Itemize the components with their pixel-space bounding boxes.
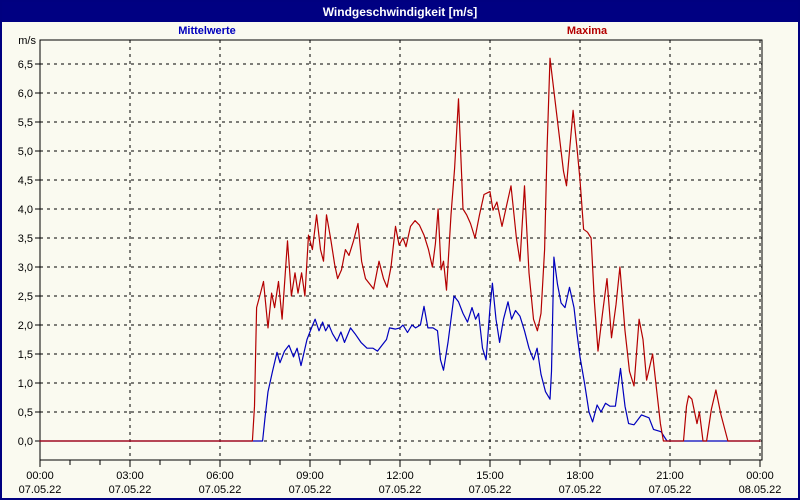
svg-text:07.05.22: 07.05.22 [559, 484, 602, 496]
svg-text:1,5: 1,5 [18, 349, 33, 361]
x-axis-labels: 00:00 07.05.22 03:00 07.05.22 06:00 07.05.22 0… [19, 470, 782, 496]
svg-text:09:00: 09:00 [296, 470, 324, 482]
svg-text:15:00: 15:00 [476, 470, 504, 482]
series-line-maxima [39, 57, 761, 442]
window-title: Windgeschwindigkeit [m/s] [322, 5, 478, 19]
svg-text:07.05.22: 07.05.22 [469, 484, 512, 496]
svg-text:07.05.22: 07.05.22 [19, 484, 62, 496]
svg-text:12:00: 12:00 [386, 470, 414, 482]
svg-text:0,5: 0,5 [18, 407, 33, 419]
svg-text:3,0: 3,0 [18, 262, 33, 274]
svg-text:18:00: 18:00 [566, 470, 594, 482]
svg-text:2,5: 2,5 [18, 291, 33, 303]
svg-text:4,5: 4,5 [18, 175, 33, 187]
svg-text:03:00: 03:00 [116, 470, 144, 482]
svg-text:4,0: 4,0 [18, 204, 33, 216]
gridlines [40, 40, 762, 460]
svg-text:00:00: 00:00 [746, 470, 774, 482]
svg-text:1,0: 1,0 [18, 378, 33, 390]
svg-text:07.05.22: 07.05.22 [649, 484, 692, 496]
svg-text:08.05.22: 08.05.22 [739, 484, 782, 496]
svg-text:0,0: 0,0 [18, 436, 33, 448]
legend-maxima: Maxima [566, 25, 608, 37]
svg-text:21:00: 21:00 [656, 470, 684, 482]
y-axis-labels: 0,0 0,5 1,0 1,5 2,0 2,5 3,0 3,5 4,0 4,5 5,0 5,5 6,0 6… [18, 59, 33, 448]
svg-text:07.05.22: 07.05.22 [199, 484, 242, 496]
svg-text:5,5: 5,5 [18, 117, 33, 129]
svg-text:07.05.22: 07.05.22 [379, 484, 422, 496]
svg-text:3,5: 3,5 [18, 233, 33, 245]
svg-text:6,0: 6,0 [18, 88, 33, 100]
y-axis-unit-label: m/s [18, 35, 36, 47]
svg-text:07.05.22: 07.05.22 [109, 484, 152, 496]
series-line-mittelwerte [39, 256, 761, 442]
legend-mittelwerte: Mittelwerte [178, 25, 236, 37]
axis-ticks [35, 63, 761, 467]
svg-text:5,0: 5,0 [18, 146, 33, 158]
svg-text:07.05.22: 07.05.22 [289, 484, 332, 496]
svg-text:00:00: 00:00 [26, 470, 54, 482]
svg-text:2,0: 2,0 [18, 320, 33, 332]
svg-text:06:00: 06:00 [206, 470, 234, 482]
svg-text:6,5: 6,5 [18, 59, 33, 71]
wind-speed-chart: 0,0 0,5 1,0 1,5 2,0 2,5 3,0 3,5 4,0 4,5 5,0 5,5 6,0 6… [18, 35, 782, 496]
window-titlebar: Windgeschwindigkeit [m/s] [2, 2, 798, 22]
plot-border [39, 39, 763, 461]
